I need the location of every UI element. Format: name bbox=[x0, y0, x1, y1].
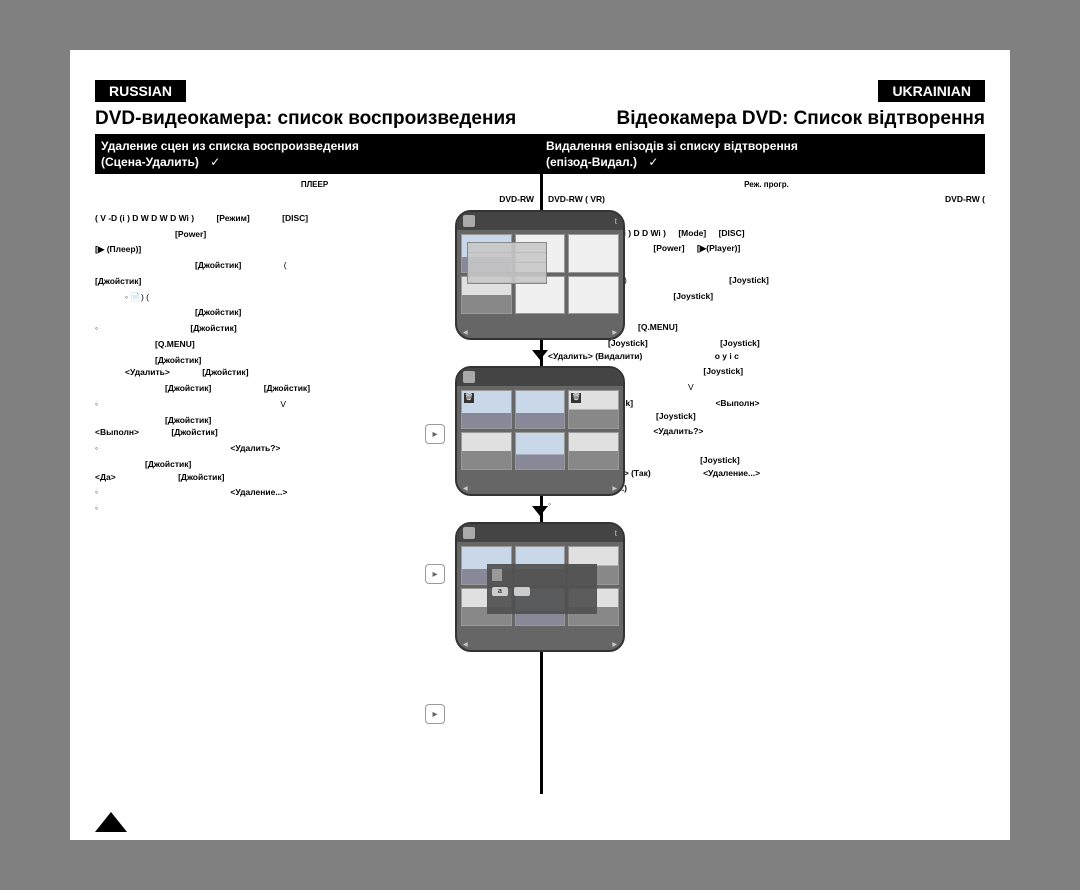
trash-icon bbox=[492, 569, 502, 581]
arrow-box-3: ▸ bbox=[425, 704, 445, 724]
title-russian: DVD-видеокамера: список воспроизведения bbox=[95, 106, 540, 134]
screen-2: 🗑 🗑 ◀▶ bbox=[455, 366, 625, 496]
arrow-down-icon bbox=[532, 506, 548, 516]
screen-2-grid: 🗑 🗑 bbox=[457, 386, 623, 474]
uk-player-header: Реж. прогр. bbox=[548, 180, 985, 189]
title-ukrainian: Відеокамера DVD: Список відтворення bbox=[540, 106, 985, 134]
sub-ru-line1: Удаление сцен из списка воспроизведения bbox=[101, 139, 359, 153]
screen-1-topbar: t bbox=[457, 212, 623, 230]
language-tabs: RUSSIAN UKRAINIAN bbox=[95, 80, 985, 102]
menu-item bbox=[468, 253, 546, 263]
subtitle-russian: Удаление сцен из списка воспроизведения … bbox=[95, 135, 540, 174]
screen-3-t: t bbox=[615, 529, 617, 538]
context-menu bbox=[467, 242, 547, 284]
page-corner-icon bbox=[95, 812, 127, 832]
thumb: 🗑 bbox=[568, 390, 619, 429]
screen-1-bottombar: ◀▶ bbox=[457, 329, 623, 336]
arrow-down-icon bbox=[532, 350, 548, 360]
dialog-yes-button: a bbox=[492, 587, 508, 596]
ru-dvdrw: DVD-RW bbox=[95, 193, 534, 206]
thumb bbox=[461, 432, 512, 471]
playlist-icon bbox=[463, 371, 475, 383]
uk-dvdrw-row: DVD-RW ( VR) DVD-RW ( bbox=[548, 193, 985, 206]
manual-page: RUSSIAN UKRAINIAN DVD-видеокамера: списо… bbox=[70, 50, 1010, 840]
screen-2-bottombar: ◀▶ bbox=[457, 485, 623, 492]
check-ru: ✓ bbox=[210, 155, 220, 171]
screen-3-bottombar: ◀▶ bbox=[457, 641, 623, 648]
thumb: 🗑 bbox=[461, 390, 512, 429]
sub-ru-line2: (Сцена-Удалить) bbox=[101, 155, 199, 169]
ru-player-header: ПЛЕЕР bbox=[95, 180, 534, 189]
confirm-dialog: a bbox=[487, 564, 597, 614]
screen-1: t ◀▶ bbox=[455, 210, 625, 340]
screen-2-topbar bbox=[457, 368, 623, 386]
center-screenshots: t ◀▶ bbox=[440, 210, 640, 662]
sub-uk-line1: Видалення епізодів зі списку відтворення bbox=[546, 139, 798, 153]
sub-uk-line2: (епізод-Видал.) bbox=[546, 155, 637, 169]
playlist-icon bbox=[463, 215, 475, 227]
menu-item bbox=[468, 263, 546, 273]
delete-marker-icon: 🗑 bbox=[464, 393, 474, 403]
thumb bbox=[568, 432, 619, 471]
thumb bbox=[515, 432, 566, 471]
playlist-icon bbox=[463, 527, 475, 539]
delete-marker-icon: 🗑 bbox=[571, 393, 581, 403]
lang-tab-ukrainian: UKRAINIAN bbox=[878, 80, 985, 102]
dialog-no-button bbox=[514, 587, 530, 596]
thumb bbox=[568, 276, 619, 315]
menu-item bbox=[468, 243, 546, 253]
thumb bbox=[515, 390, 566, 429]
titles-row: DVD-видеокамера: список воспроизведения … bbox=[95, 106, 985, 135]
screen-3-topbar: t bbox=[457, 524, 623, 542]
check-uk: ✓ bbox=[648, 155, 658, 171]
lang-tab-russian: RUSSIAN bbox=[95, 80, 186, 102]
subtitle-ukrainian: Видалення епізодів зі списку відтворення… bbox=[540, 135, 985, 174]
subtitle-row: Удаление сцен из списка воспроизведения … bbox=[95, 135, 985, 174]
screen-1-t: t bbox=[615, 217, 617, 226]
thumb bbox=[568, 234, 619, 273]
menu-item bbox=[468, 273, 546, 283]
screen-2-t bbox=[615, 373, 617, 382]
screen-3: t a ◀▶ bbox=[455, 522, 625, 652]
